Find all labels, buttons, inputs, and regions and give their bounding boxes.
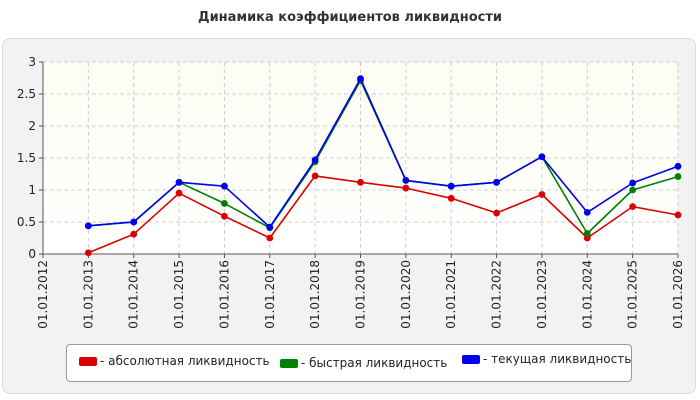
x-tick-label: 01.01.2026 [671, 260, 685, 329]
x-tick-label: 01.01.2022 [490, 260, 504, 329]
data-point [130, 218, 138, 226]
data-point [493, 209, 500, 217]
data-point [357, 75, 364, 83]
legend-swatch-red [79, 356, 97, 366]
data-point [538, 191, 546, 198]
x-tick-label: 01.01.2017 [263, 260, 277, 329]
x-tick-label: 01.01.2023 [535, 260, 549, 329]
legend-item-quick: - быстрая ликвидность [280, 356, 447, 370]
legend-label-quick: - быстрая ликвидность [301, 356, 448, 370]
data-point [674, 162, 682, 170]
y-tick-label: 0.5 [17, 215, 36, 229]
y-tick-label: 3 [28, 55, 36, 69]
data-point [130, 230, 138, 238]
x-tick-label: 01.01.2015 [172, 260, 186, 329]
chart-title: Динамика коэффициентов ликвидности [198, 10, 502, 25]
series-2 [84, 75, 682, 231]
data-point [175, 189, 183, 197]
x-tick-label: 01.01.2019 [354, 260, 368, 329]
data-point [266, 223, 274, 231]
x-tick-label: 01.01.2021 [444, 260, 458, 329]
data-point [311, 172, 319, 180]
data-point [629, 186, 637, 194]
data-point [583, 209, 591, 216]
series-0 [84, 172, 682, 257]
legend-item-current: - текущая ликвидность [462, 352, 631, 366]
data-point [583, 230, 591, 237]
data-point [221, 200, 228, 207]
data-point [402, 184, 410, 192]
y-tick-label: 1 [28, 183, 36, 197]
data-point [84, 222, 92, 230]
legend-swatch-blue [462, 354, 480, 364]
data-point [629, 179, 637, 187]
y-tick-label: 2.5 [17, 87, 36, 101]
x-tick-label: 01.01.2018 [308, 260, 322, 329]
x-tick-label: 01.01.2020 [399, 260, 413, 329]
y-tick-label: 2 [28, 119, 36, 133]
x-tick-label: 01.01.2016 [217, 260, 231, 329]
series-line-0 [88, 175, 679, 254]
legend-label-current: - текущая ликвидность [483, 352, 632, 366]
data-point [493, 178, 500, 186]
legend-label-absolute: - абсолютная ликвидность [100, 354, 270, 368]
legend-item-absolute: - абсолютная ликвидность [79, 354, 270, 368]
data-point [538, 153, 546, 161]
x-tick-label: 01.01.2025 [626, 260, 640, 329]
data-point [84, 249, 92, 257]
data-point [175, 178, 183, 186]
data-point [221, 212, 228, 220]
data-point [357, 178, 364, 186]
data-point [674, 173, 682, 180]
data-point [221, 182, 228, 190]
legend-swatch-green [280, 358, 298, 368]
x-tick-label: 01.01.2013 [81, 260, 95, 329]
x-tick-label: 01.01.2024 [580, 260, 594, 329]
data-point [447, 182, 455, 190]
data-point [674, 211, 682, 219]
x-tick-label: 01.01.2012 [36, 260, 50, 329]
data-point [402, 177, 410, 184]
y-tick-label: 1.5 [17, 151, 36, 165]
data-point [311, 156, 319, 164]
data-point [629, 203, 637, 211]
data-point [266, 234, 274, 242]
data-point [447, 194, 455, 202]
series-line-2 [88, 77, 679, 228]
y-tick-label: 0 [28, 247, 36, 261]
legend: - абсолютная ликвидность - быстрая ликви… [66, 344, 632, 382]
x-tick-label: 01.01.2014 [127, 260, 141, 329]
